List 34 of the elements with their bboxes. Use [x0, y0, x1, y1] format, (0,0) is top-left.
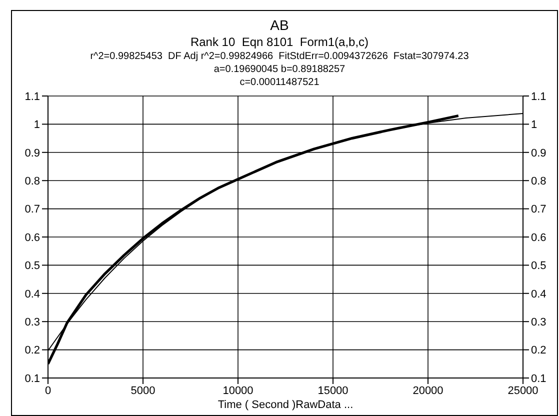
y-tick-label: 0.2 — [24, 344, 40, 357]
y-tick-label: 0.3 — [24, 316, 40, 329]
y2-tick-label: 0.7 — [531, 204, 546, 216]
y-tick-label: 1 — [34, 119, 40, 132]
y-tick-label: 0.7 — [24, 204, 40, 216]
y-tick-label: 0.4 — [24, 288, 40, 300]
y-tick-label: 0.6 — [24, 232, 40, 244]
y-tick-label: 1.1 — [24, 90, 40, 103]
x-axis-title: Time ( Second )RawData ... — [218, 399, 354, 411]
y2-tick-label: 0.5 — [531, 260, 546, 272]
y2-tick-label: 0.4 — [531, 288, 546, 300]
x-tick-label: 20000 — [412, 384, 444, 397]
text: c=0.00011487521 — [238, 77, 320, 89]
y2-tick-label: 0.8 — [531, 176, 546, 188]
text: a=0.19690045 b=0.89188257 — [212, 64, 346, 76]
y-tick-label: 0.5 — [24, 260, 40, 272]
x-tick-label: 5000 — [130, 384, 156, 397]
y2-tick-label: 1 — [531, 119, 538, 132]
y2-tick-label: 0.1 — [531, 372, 546, 385]
chart-subtitle: Rank 10 Eqn 8101 Form1(a,b,c) — [189, 35, 370, 49]
y2-tick-label: 0.6 — [531, 232, 546, 244]
x-tick-label: 15000 — [318, 384, 348, 397]
y-tick-label: 0.1 — [24, 372, 40, 385]
chart-title: AB — [269, 17, 290, 33]
y2-tick-label: 1.1 — [531, 90, 546, 103]
y2-tick-label: 0.9 — [531, 147, 546, 160]
x-tick-label: 10000 — [222, 384, 254, 397]
x-tick-label: 25000 — [508, 384, 538, 397]
x-tick-label: 0 — [44, 384, 52, 397]
text: r^2=0.99825453 DF Adj r^2=0.99824966 FitStdErr=0.0094372626 Fstat=307974.23 — [89, 51, 470, 63]
y2-tick-label: 0.3 — [531, 316, 546, 329]
y2-tick-label: 0.2 — [531, 344, 546, 357]
y-tick-label: 0.9 — [24, 147, 40, 160]
y-tick-label: 0.8 — [24, 176, 40, 188]
